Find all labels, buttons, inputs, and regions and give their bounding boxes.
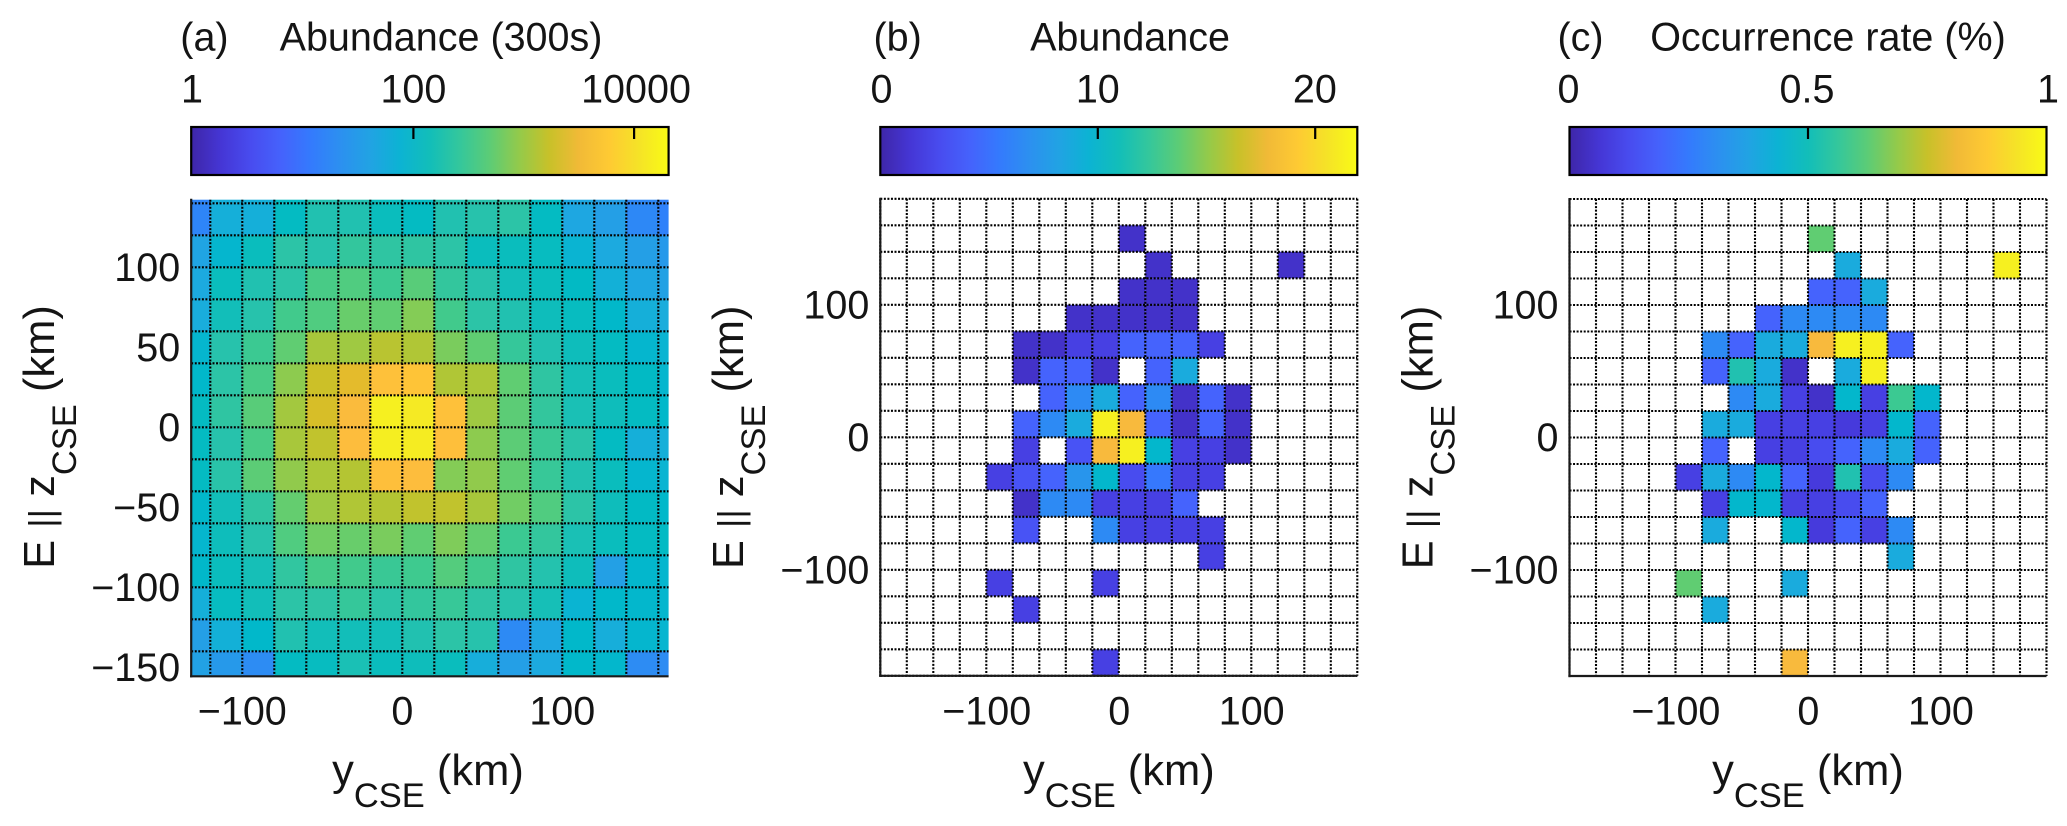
svg-text:100: 100 [114,246,180,290]
svg-text:(a): (a) [180,16,228,60]
svg-text:−100: −100 [780,548,869,592]
svg-text:0: 0 [391,690,413,734]
svg-text:10: 10 [1076,68,1120,112]
svg-text:−100: −100 [198,690,287,734]
svg-text:0: 0 [158,406,180,450]
svg-text:0: 0 [871,68,893,112]
svg-text:100: 100 [529,690,595,734]
svg-text:−50: −50 [113,486,180,530]
svg-text:0: 0 [1108,690,1130,734]
svg-text:0.5: 0.5 [1780,68,1835,112]
svg-text:Abundance (300s): Abundance (300s) [280,16,603,60]
svg-text:0: 0 [1558,68,1580,112]
svg-text:−150: −150 [91,646,180,690]
svg-text:1: 1 [2037,68,2059,112]
svg-text:100: 100 [1219,690,1285,734]
svg-text:100: 100 [1908,690,1974,734]
svg-text:100: 100 [1493,284,1559,328]
svg-text:−100: −100 [942,690,1031,734]
svg-text:−100: −100 [1470,549,1559,593]
svg-text:1: 1 [181,68,203,112]
svg-text:0: 0 [1797,690,1819,734]
svg-text:Abundance: Abundance [1030,16,1230,60]
svg-text:100: 100 [380,68,446,112]
svg-text:100: 100 [803,283,869,327]
svg-text:10000: 10000 [581,68,691,112]
svg-text:50: 50 [136,326,180,370]
svg-text:−100: −100 [1631,690,1720,734]
svg-text:(c): (c) [1558,16,1604,60]
svg-text:20: 20 [1293,68,1337,112]
svg-text:−100: −100 [91,566,180,610]
svg-text:0: 0 [847,416,869,460]
svg-text:0: 0 [1537,416,1559,460]
svg-text:Occurrence rate (%): Occurrence rate (%) [1650,16,2006,60]
svg-text:(b): (b) [874,16,922,60]
